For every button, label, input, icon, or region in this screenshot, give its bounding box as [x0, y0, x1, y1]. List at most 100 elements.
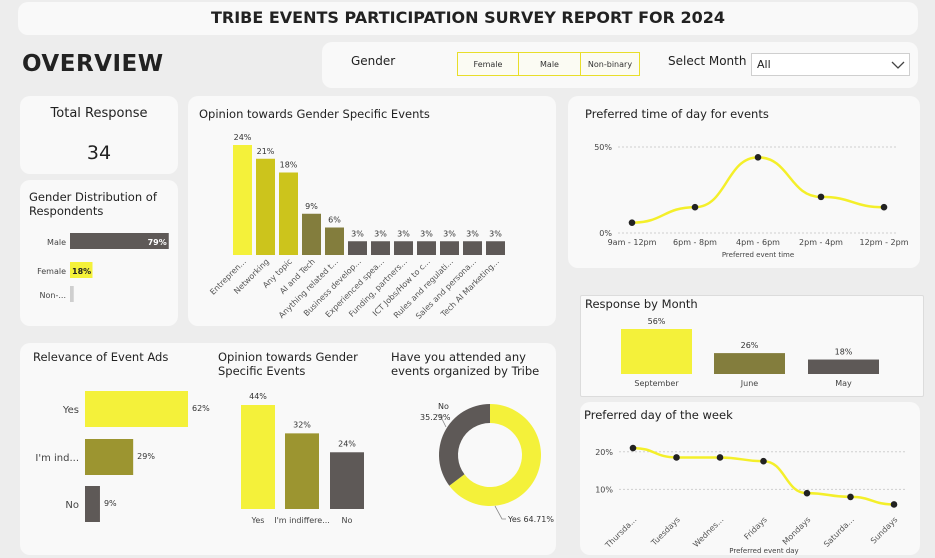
day-point: [673, 454, 680, 461]
day-category-label: Saturda...: [822, 515, 856, 549]
relevance-category-label: I'm ind...: [35, 453, 79, 464]
topic-value-label: 6%: [328, 216, 341, 225]
relevance-title: Relevance of Event Ads: [33, 350, 169, 364]
gender-category-label: Non-...: [40, 291, 66, 300]
topic-value-label: 9%: [305, 202, 318, 211]
day-category-label: Fridays: [742, 515, 768, 541]
day-point: [716, 454, 724, 461]
time-point: [817, 193, 825, 201]
day-ytick-label: 20%: [595, 448, 613, 457]
chevron-down-icon: [891, 61, 905, 69]
gender-value-label: 79%: [148, 238, 167, 247]
time-category-label: 4pm - 6pm: [736, 238, 780, 247]
opinion-value-label: 24%: [338, 439, 356, 448]
donut-leader-yes: [494, 505, 506, 520]
day-point: [890, 501, 898, 508]
preferred-day-chart: 10% 20% Thursda... Tuesdays Wednes... Fridays…: [595, 444, 906, 555]
gender-filter-label: Gender: [351, 54, 396, 68]
gender-distribution-chart: Male 79% Female 18% Non-...: [37, 233, 169, 302]
response-month-title: Response by Month: [585, 297, 698, 311]
opinion-category-label: Yes: [251, 516, 265, 525]
topic-bar: [325, 227, 344, 255]
opinion-value-label: 44%: [249, 392, 267, 401]
month-dropdown[interactable]: All: [751, 53, 910, 76]
gender-option-female[interactable]: Female: [457, 52, 519, 76]
month-bar: [808, 359, 879, 374]
time-category-label: 9am - 12pm: [608, 238, 657, 247]
opinion-topics-title: Opinion towards Gender Specific Events: [199, 107, 430, 121]
gender-category-label: Male: [47, 238, 66, 247]
topic-value-label: 21%: [257, 147, 275, 156]
relevance-bar: [85, 391, 188, 427]
gender-option-male[interactable]: Male: [518, 52, 581, 76]
preferred-day-card: Preferred day of the week 10% 20% Thursda.…: [580, 402, 920, 555]
overview-heading: OVERVIEW: [22, 51, 164, 77]
gender-option-non-binary[interactable]: Non-binary: [580, 52, 640, 76]
attended-donut-chart: Yes 64.71% No 35.29%: [420, 402, 554, 524]
relevance-category-label: No: [65, 500, 79, 511]
total-response-value: 34: [86, 142, 112, 164]
time-ytick-label: 50%: [594, 143, 612, 152]
time-category-label: 12pm - 2pm: [860, 238, 909, 247]
preferred-time-title: Preferred time of day for events: [585, 107, 769, 121]
opinion-bar: [241, 405, 275, 509]
month-value-label: 56%: [648, 317, 666, 326]
relevance-value-label: 62%: [192, 404, 210, 413]
day-axis-title: Preferred event day: [729, 547, 798, 555]
time-point: [691, 203, 699, 211]
time-point: [628, 219, 636, 226]
opinion-yes-no-title: Opinion towards Gender Specific Events: [218, 350, 358, 378]
topic-value-label: 24%: [234, 133, 252, 142]
month-dropdown-value: All: [757, 58, 771, 71]
month-value-label: 26%: [741, 341, 759, 350]
response-month-chart: 56% September 26% June 18% May: [621, 317, 879, 388]
month-filter-label: Select Month: [668, 54, 747, 68]
topic-value-label: 3%: [489, 229, 502, 238]
topic-bar: [256, 158, 275, 255]
gender-distribution-card: Gender Distribution of Respondents Male 7…: [20, 180, 178, 326]
gender-value-label: 18%: [72, 267, 91, 276]
report-title: TRIBE EVENTS PARTICIPATION SURVEY REPORT…: [210, 8, 726, 27]
relevance-value-label: 29%: [137, 452, 155, 461]
relevance-category-label: Yes: [62, 405, 79, 416]
topic-bar: [279, 172, 298, 255]
topic-bar: [394, 241, 413, 255]
preferred-time-chart: 0% 50% 9am - 12pm 6pm - 8pm 4pm - 6pm 2pm - 4…: [594, 143, 909, 259]
day-category-label: Thursda...: [603, 515, 638, 550]
relevance-bar: [85, 439, 134, 475]
month-category-label: June: [740, 379, 759, 388]
topic-bar: [302, 213, 321, 255]
topic-value-label: 3%: [420, 229, 433, 238]
title-card: TRIBE EVENTS PARTICIPATION SURVEY REPORT…: [18, 2, 918, 35]
opinion-topics-card: Opinion towards Gender Specific Events 2…: [188, 96, 556, 326]
relevance-chart: Yes 62% I'm ind... 29% No 9%: [35, 391, 210, 522]
opinion-yes-no-chart: 44% Yes 32% I'm indiffere... 24% No: [241, 392, 364, 525]
topic-bar: [371, 241, 390, 255]
gender-category-label: Female: [37, 267, 66, 276]
day-category-label: Wednes...: [691, 515, 725, 549]
time-category-label: 6pm - 8pm: [673, 238, 717, 247]
opinion-bar: [330, 452, 364, 509]
time-point: [880, 203, 888, 211]
day-category-label: Mondays: [781, 515, 813, 547]
day-point: [760, 457, 767, 465]
response-month-card: Response by Month 56% September 26% June 18%…: [580, 295, 924, 397]
day-ytick-label: 10%: [595, 485, 613, 494]
donut-label-no-name: No: [438, 402, 449, 411]
topic-value-label: 18%: [280, 161, 298, 170]
month-value-label: 18%: [835, 348, 853, 357]
day-point: [629, 444, 637, 452]
topic-bar: [417, 241, 436, 255]
day-point: [847, 493, 854, 501]
topic-bar: [440, 241, 459, 255]
time-axis-title: Preferred event time: [722, 251, 794, 259]
total-response-label: Total Response: [50, 106, 148, 121]
time-category-label: 2pm - 4pm: [799, 238, 843, 247]
opinion-category-label: I'm indiffere...: [274, 516, 330, 525]
donut-slice: [449, 404, 541, 506]
donut-label-yes: Yes 64.71%: [507, 515, 554, 524]
day-series-line: [632, 446, 895, 506]
day-category-label: Tuesdays: [649, 515, 682, 548]
gender-bar: [70, 262, 93, 278]
